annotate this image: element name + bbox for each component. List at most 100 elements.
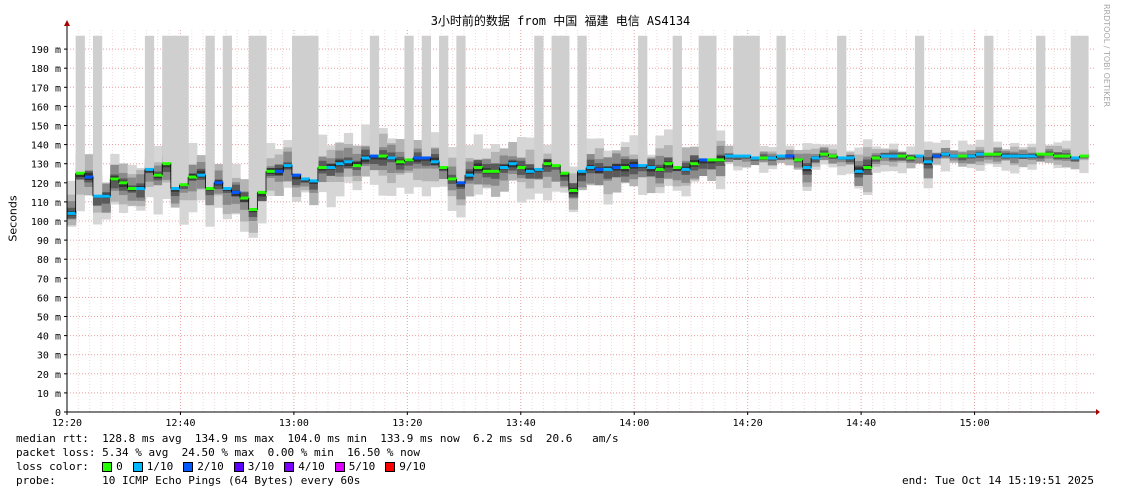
y-tick-label: 140 m: [31, 141, 61, 152]
y-tick-label: 170 m: [31, 83, 61, 94]
median-point: [67, 211, 77, 215]
legend-item: 3/10: [233, 460, 275, 473]
median-point: [923, 160, 933, 164]
median-point: [1018, 154, 1029, 158]
smoke-band: [1001, 150, 1011, 171]
median-point: [300, 177, 310, 181]
legend-label: 5/10: [348, 460, 376, 473]
median-point: [525, 169, 535, 173]
y-tick-label: 80 m: [37, 255, 61, 266]
y-tick-label: 30 m: [37, 351, 61, 362]
loss-spike: [733, 35, 743, 157]
x-tick-label: 13:20: [392, 418, 422, 429]
median-point: [387, 156, 397, 160]
y-tick-label: 50 m: [37, 313, 61, 324]
median-point: [473, 166, 483, 170]
median-point: [560, 171, 570, 175]
legend-swatch: [102, 462, 113, 472]
median-point: [854, 169, 864, 173]
median-point: [793, 158, 804, 162]
y-tick-label: 130 m: [31, 160, 61, 171]
loss-spike: [837, 35, 847, 158]
loss-spike: [577, 35, 587, 172]
median-point: [863, 166, 873, 170]
median-point: [603, 167, 613, 171]
median-point: [612, 166, 622, 170]
smoke-band: [1079, 148, 1089, 174]
y-tick-label: 10 m: [37, 389, 61, 400]
median-point: [343, 160, 354, 164]
median-point: [266, 169, 276, 173]
x-tick-label: 13:00: [279, 418, 309, 429]
median-point: [508, 162, 518, 166]
median-point: [880, 154, 890, 158]
legend-swatch: [334, 462, 345, 472]
loss-spike: [421, 35, 432, 158]
median-point: [577, 169, 587, 173]
median-point: [845, 156, 855, 160]
loss-values: 5.34 % avg 24.50 % max 0.00 % min 16.50 …: [102, 446, 420, 459]
y-tick-label: 180 m: [31, 64, 61, 75]
loss-spike: [707, 35, 717, 160]
loss-color-row: loss color: 0 1/10 2/10 3/10 4/10 5/10 9/10: [16, 460, 436, 473]
loss-spike: [984, 35, 994, 155]
rrdtool-credit: RRDTOOL / TOBI OETIKER: [1102, 4, 1111, 108]
loss-spike: [404, 35, 414, 160]
median-point: [1044, 152, 1054, 156]
median-point: [966, 154, 977, 158]
median-point: [1062, 154, 1072, 158]
median-point: [837, 156, 847, 160]
legend-item: 2/10: [183, 460, 224, 473]
loss-color-label: loss color:: [16, 460, 89, 473]
loss-spike: [698, 35, 708, 160]
y-tick-label: 110 m: [31, 198, 61, 209]
median-point: [101, 194, 111, 198]
y-tick-label: 190 m: [31, 45, 61, 56]
y-tick-label: 90 m: [37, 236, 61, 247]
median-point: [715, 158, 726, 162]
median-point: [767, 156, 778, 160]
loss-spike: [170, 35, 181, 189]
legend-label: 1/10: [146, 460, 174, 473]
loss-spike: [914, 35, 925, 157]
median-point: [689, 162, 700, 166]
x-tick-label: 14:20: [733, 418, 763, 429]
median-point: [291, 173, 302, 177]
legend-swatch: [385, 462, 396, 472]
legend-swatch: [132, 462, 143, 472]
legend-swatch: [183, 462, 194, 472]
median-point: [958, 154, 968, 158]
loss-label: packet loss:: [16, 446, 96, 459]
smoke-band: [110, 174, 120, 189]
median-point: [586, 166, 596, 170]
median-point: [240, 196, 250, 200]
median-point: [84, 175, 94, 179]
median-point: [153, 173, 163, 177]
median-point: [127, 187, 137, 191]
smoke-band: [534, 164, 544, 179]
median-point: [620, 166, 631, 170]
loss-color-legend: 0 1/10 2/10 3/10 4/10 5/10 9/10: [102, 460, 436, 473]
median-point: [759, 156, 769, 160]
median-point: [984, 152, 994, 156]
median-point: [1070, 156, 1080, 160]
median-point: [118, 181, 129, 185]
median-point: [828, 154, 838, 158]
median-point: [681, 167, 691, 171]
median-point: [309, 179, 319, 183]
loss-spike: [300, 35, 310, 179]
median-point: [897, 154, 907, 158]
median-point: [1027, 154, 1037, 158]
loss-spike: [222, 35, 232, 189]
legend-label: 3/10: [247, 460, 275, 473]
legend-swatch: [284, 462, 295, 472]
loss-spike: [179, 35, 189, 185]
median-point: [638, 164, 648, 168]
median-point: [949, 154, 959, 158]
loss-spike: [672, 35, 682, 168]
smoke-band: [551, 159, 561, 182]
loss-spike: [638, 35, 648, 166]
y-tick-label: 100 m: [31, 217, 61, 228]
median-point: [1079, 154, 1089, 158]
